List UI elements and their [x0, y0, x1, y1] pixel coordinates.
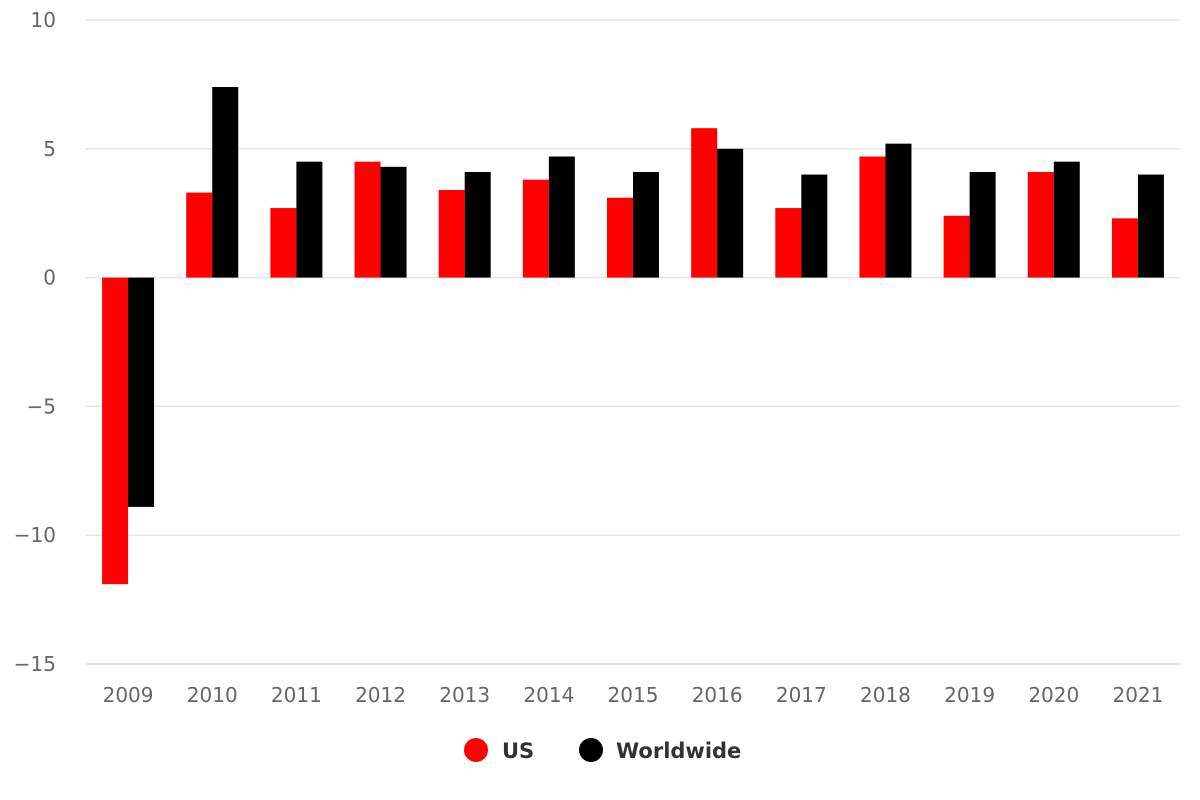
bar-worldwide-2016 — [717, 148, 744, 278]
bar-worldwide-2013 — [464, 171, 491, 278]
legend-marker-icon — [464, 738, 488, 762]
bar-us-2021 — [1111, 218, 1138, 278]
x-tick-label: 2009 — [103, 683, 154, 707]
x-tick-label: 2016 — [692, 683, 743, 707]
bar-us-2019 — [943, 215, 970, 278]
bar-worldwide-2017 — [801, 174, 828, 278]
gridlines — [86, 19, 1180, 665]
x-tick-label: 2019 — [944, 683, 995, 707]
bar-worldwide-2018 — [885, 143, 912, 278]
bar-us-2017 — [775, 208, 802, 278]
bar-worldwide-2014 — [548, 156, 575, 278]
x-tick-label: 2012 — [355, 683, 406, 707]
x-tick-label: 2015 — [608, 683, 659, 707]
legend-marker-icon — [579, 738, 603, 762]
bar-worldwide-2009 — [128, 277, 155, 507]
bar-us-2015 — [607, 197, 633, 278]
legend: US Worldwide — [464, 738, 741, 763]
bar-worldwide-2012 — [380, 166, 407, 278]
bar-worldwide-2021 — [1137, 174, 1164, 278]
bar-worldwide-2011 — [296, 161, 323, 278]
x-tick-label: 2010 — [187, 683, 238, 707]
x-axis-tick-labels: 2009 2010 2011 2012 2013 2014 2015 2016 2017 2018… — [103, 683, 1164, 707]
bar-us-2010 — [186, 192, 213, 278]
bar-us-2012 — [354, 161, 381, 278]
bar-us-2014 — [522, 179, 549, 278]
bar-us-2009 — [102, 277, 129, 585]
bars — [102, 86, 1164, 585]
x-tick-label: 2014 — [523, 683, 574, 707]
bar-us-2013 — [438, 190, 465, 278]
x-tick-label: 2021 — [1112, 683, 1163, 707]
x-tick-label: 2017 — [776, 683, 827, 707]
bar-worldwide-2015 — [633, 171, 659, 278]
y-tick-label: 10 — [31, 8, 56, 32]
x-tick-label: 2020 — [1028, 683, 1079, 707]
legend-label: US — [502, 739, 534, 763]
bar-worldwide-2010 — [212, 86, 239, 278]
y-axis-tick-labels: 10 5 0 −5 −10 −15 — [14, 8, 56, 676]
y-tick-label: 0 — [43, 266, 56, 290]
legend-item-worldwide[interactable]: Worldwide — [579, 738, 741, 763]
legend-item-us[interactable]: US — [464, 738, 534, 763]
y-tick-label: −5 — [27, 394, 56, 418]
legend-label: Worldwide — [616, 739, 741, 763]
bar-us-2018 — [859, 156, 886, 278]
bar-worldwide-2020 — [1053, 161, 1080, 278]
x-tick-label: 2011 — [271, 683, 322, 707]
bar-us-2016 — [691, 128, 718, 278]
bar-worldwide-2019 — [969, 171, 996, 278]
bar-us-2020 — [1027, 171, 1054, 278]
x-tick-label: 2018 — [860, 683, 911, 707]
y-tick-label: 5 — [43, 137, 56, 161]
bar-us-2011 — [270, 208, 297, 278]
x-tick-label: 2013 — [439, 683, 490, 707]
y-tick-label: −15 — [14, 652, 56, 676]
y-tick-label: −10 — [14, 523, 56, 547]
